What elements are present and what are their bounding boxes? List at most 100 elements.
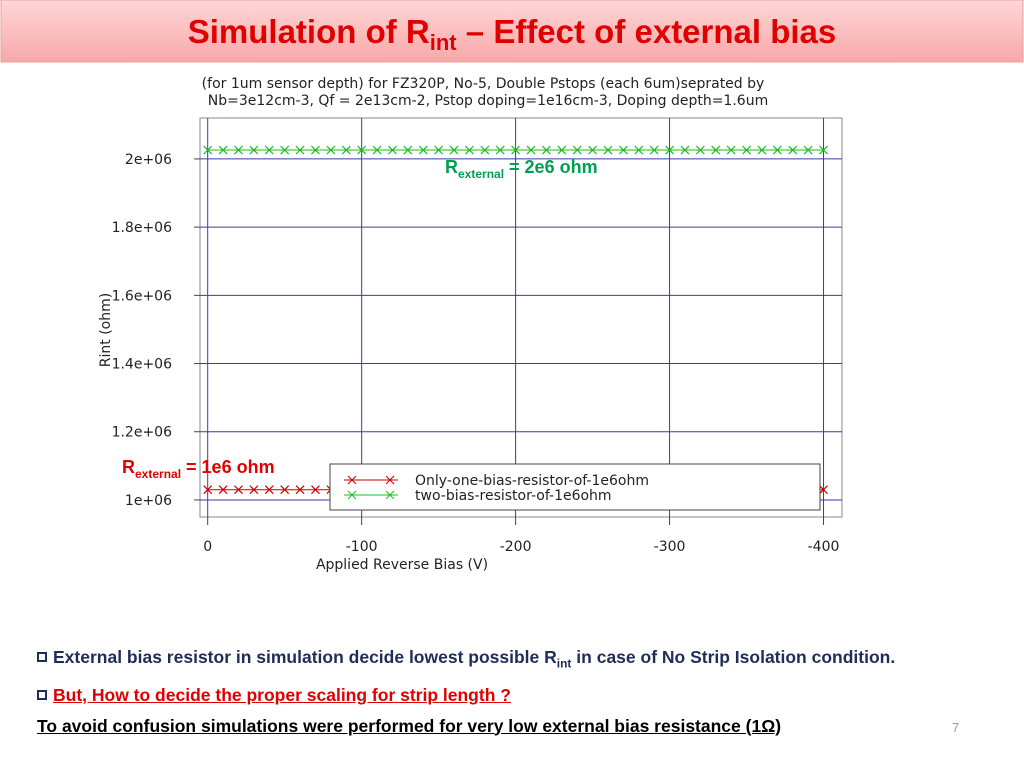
data-point: [434, 145, 444, 155]
data-point: [234, 145, 243, 155]
data-point: [295, 485, 305, 495]
data-point: [757, 145, 767, 155]
y-tick-label: 1.2e+06: [112, 425, 173, 441]
data-point: [418, 145, 428, 155]
data-point: [249, 145, 259, 155]
y-tick-label: 1e+06: [125, 493, 172, 509]
annotation-subscript: external: [458, 167, 504, 181]
y-tick-label: 2e+06: [125, 152, 172, 168]
notes: External bias resistor in simulation dec…: [37, 642, 1012, 742]
data-point: [449, 145, 459, 155]
page-number: 7: [952, 720, 960, 735]
data-point: [819, 145, 828, 155]
data-point: [526, 145, 536, 155]
plot-area: [199, 117, 843, 518]
title-bar: [0, 0, 1024, 63]
chart-title: (for 1um sensor depth) for FZ320P, No-5,…: [202, 76, 765, 92]
data-point: [572, 145, 582, 155]
data-point: [588, 145, 598, 155]
legend-box: [329, 463, 821, 511]
legend-marker: [385, 490, 395, 500]
data-point: [541, 145, 551, 155]
title-text: Simulation of R: [188, 13, 430, 50]
bullet-text: But, How to decide the proper scaling fo…: [53, 684, 511, 705]
legend-marker: [347, 490, 357, 500]
data-point: [403, 145, 413, 155]
data-point: [218, 145, 228, 155]
data-point: [557, 145, 567, 155]
data-point: [311, 145, 320, 155]
data-point: [249, 485, 259, 495]
y-tick-label: 1.4e+06: [112, 357, 173, 373]
bullet-icon: [37, 652, 47, 662]
annotation-text: = 1e6 ohm: [181, 457, 275, 477]
legend-marker: [385, 475, 395, 485]
data-point: [203, 485, 213, 495]
data-point: [772, 145, 782, 155]
data-point: [480, 145, 490, 155]
y-tick-label: 1.6e+06: [112, 288, 173, 304]
data-point: [295, 145, 305, 155]
legend-label: Only-one-bias-resistor-of-1e6ohm: [415, 473, 649, 489]
annotation-subscript: external: [135, 467, 181, 481]
bullet-text: External bias resistor in simulation dec…: [53, 647, 557, 667]
data-point: [326, 145, 336, 155]
plot: 1e+06 1.2e+06 1.4e+06 1.6e+06 1.8e+06 2e+06 0 -…: [112, 117, 843, 555]
annotation: Rexternal = 1e6 ohm: [122, 457, 275, 481]
data-point: [803, 145, 813, 155]
footer-text: To avoid confusion simulations were perf…: [37, 715, 782, 736]
data-point: [280, 485, 290, 495]
data-point: [218, 485, 228, 495]
x-tick-label: -400: [808, 539, 840, 555]
data-point: [203, 145, 213, 155]
data-point: [618, 145, 628, 155]
annotation-text: = 2e6 ohm: [504, 157, 598, 177]
chart-title: Nb=3e12cm-3, Qf = 2e13cm-2, Pstop doping…: [208, 93, 768, 109]
annotation: Rexternal = 2e6 ohm: [445, 157, 598, 181]
data-point: [788, 145, 798, 155]
data-point: [819, 485, 828, 495]
data-point: [280, 145, 290, 155]
data-point: [234, 485, 243, 495]
data-point: [264, 145, 274, 155]
bullet-subscript: int: [556, 656, 572, 671]
x-tick-label: -300: [654, 539, 686, 555]
data-point: [341, 145, 351, 155]
data-point: [495, 145, 505, 155]
data-point: [372, 145, 382, 155]
x-tick-label: 0: [203, 539, 212, 555]
data-point: [726, 145, 736, 155]
data-point: [634, 145, 644, 155]
x-tick-label: -100: [346, 539, 378, 555]
title-subscript: int: [430, 30, 458, 55]
slide-canvas: Simulation of Rint – Effect of external …: [0, 0, 1024, 573]
data-point: [357, 145, 367, 155]
data-point: [388, 145, 397, 155]
x-tick-label: -200: [500, 539, 532, 555]
annotation-text: R: [445, 157, 458, 177]
bullet-text: in case of No Strip Isolation condition.: [571, 647, 896, 667]
data-point: [464, 145, 474, 155]
legend-marker: [347, 475, 357, 485]
annotation-text: R: [122, 457, 135, 477]
data-point: [603, 145, 613, 155]
data-point: [695, 145, 705, 155]
x-axis-label: Applied Reverse Bias (V): [316, 557, 488, 573]
legend-label: two-bias-resistor-of-1e6ohm: [415, 488, 612, 504]
bullet: External bias resistor in simulation dec…: [37, 642, 1012, 680]
data-point: [742, 145, 751, 155]
data-point: [665, 145, 674, 155]
data-point: [711, 145, 721, 155]
data-point: [680, 145, 690, 155]
y-tick-label: 1.8e+06: [112, 220, 173, 236]
y-axis-label: Rint (ohm): [98, 293, 114, 367]
bullet-icon: [37, 689, 47, 700]
bullet: But, How to decide the proper scaling fo…: [37, 680, 1012, 711]
data-point: [311, 485, 320, 495]
slide-title: Simulation of Rint – Effect of external …: [188, 13, 837, 55]
title-text: – Effect of external bias: [457, 13, 837, 50]
data-point: [649, 145, 659, 155]
data-point: [511, 145, 521, 155]
data-point: [264, 485, 274, 495]
